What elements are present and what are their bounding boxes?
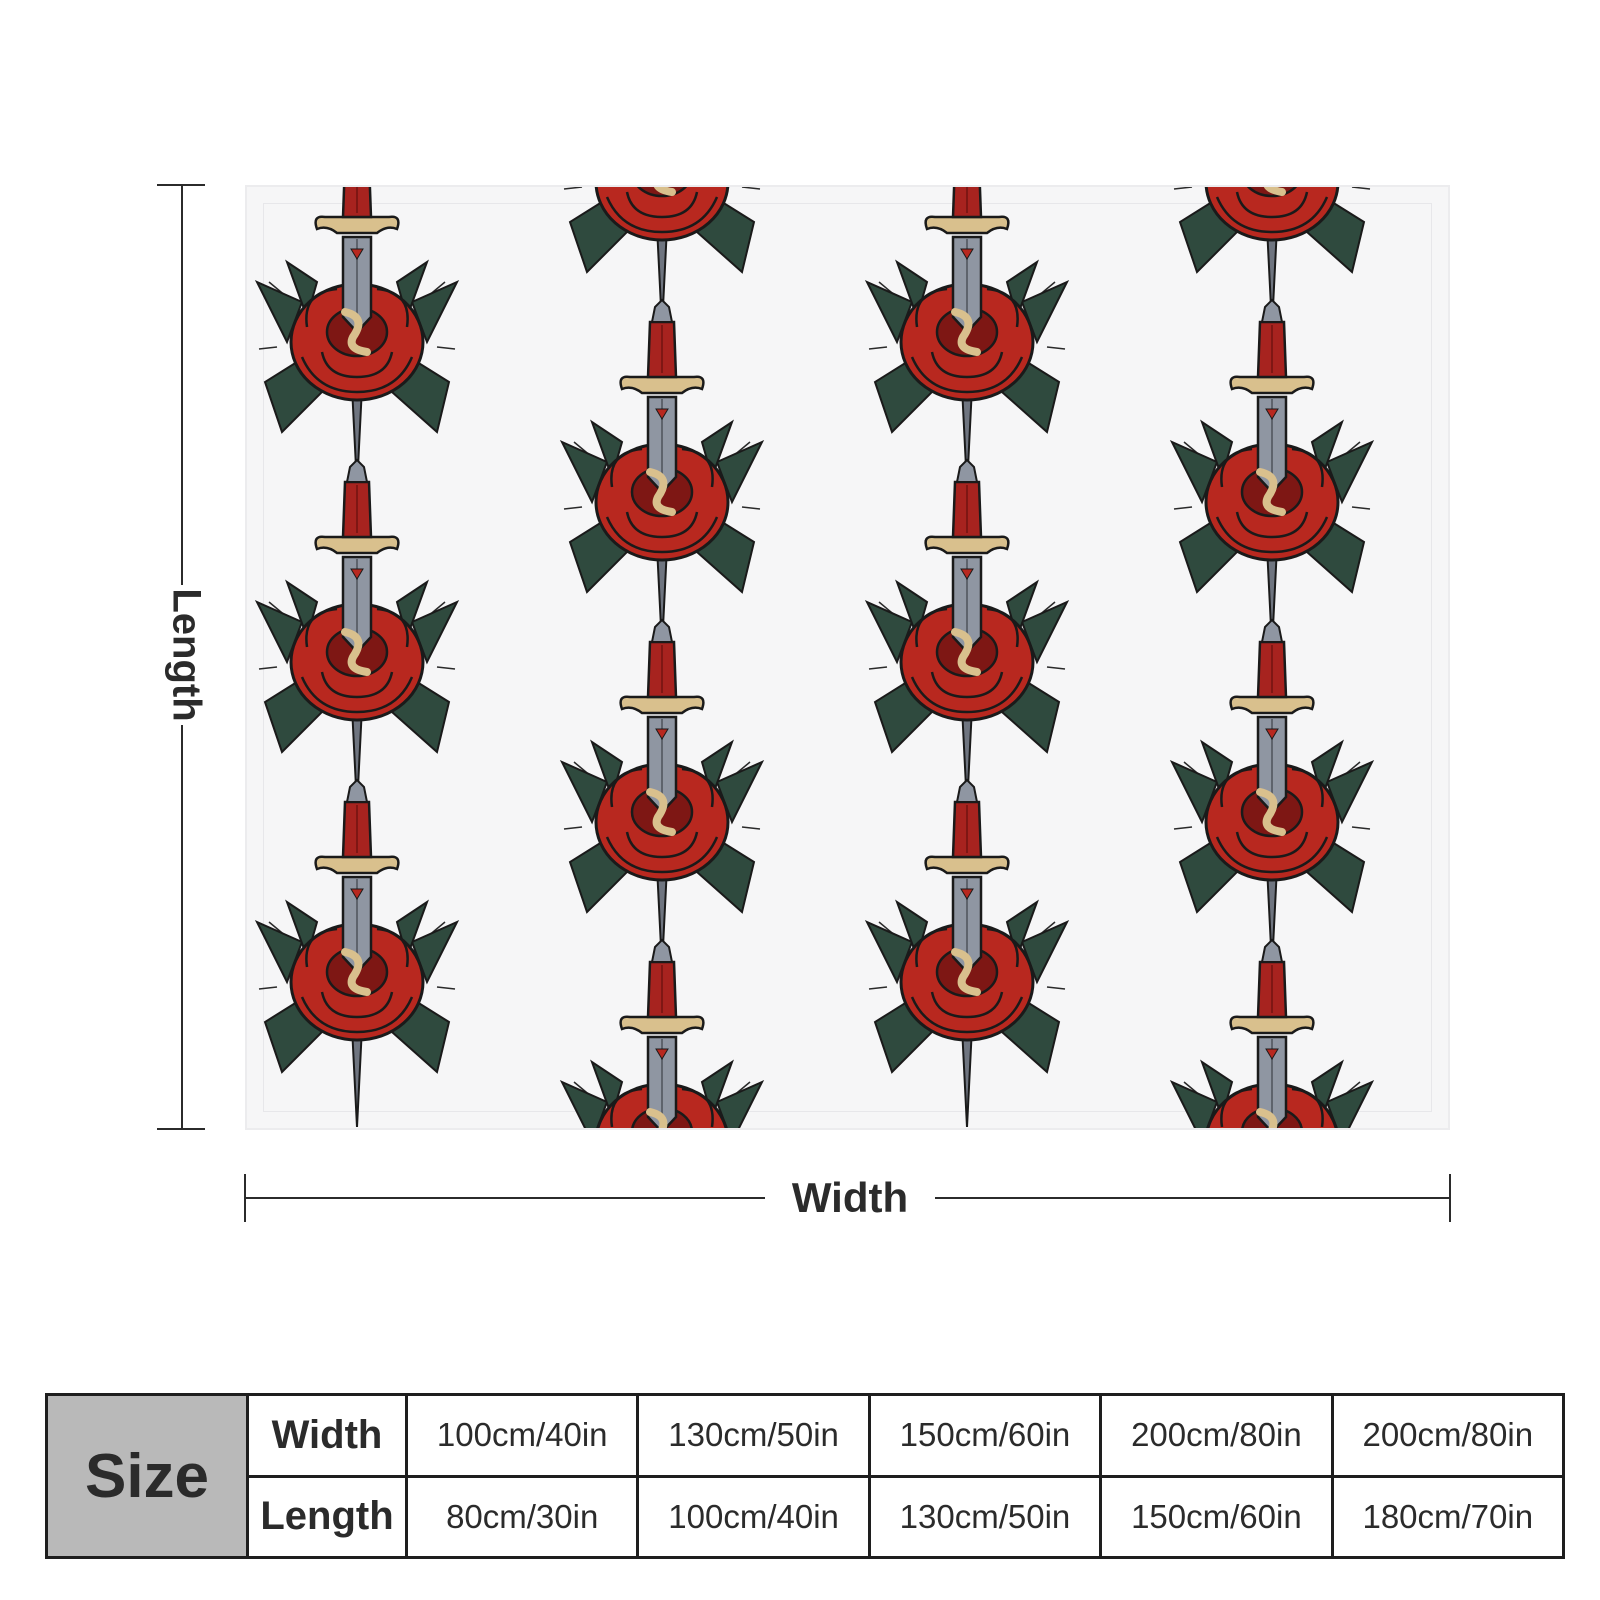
- length-cell: 130cm/50in: [867, 1474, 1103, 1559]
- width-line-right: [935, 1197, 1450, 1199]
- size-table-width-row: Size Width 100cm/40in 130cm/50in 150cm/6…: [45, 1393, 1566, 1559]
- length-label: Length: [164, 588, 209, 722]
- width-cell: 130cm/50in: [636, 1393, 871, 1478]
- width-cap-right: [1449, 1174, 1451, 1222]
- width-label: Width: [791, 1174, 909, 1221]
- size-table: Size Width 100cm/40in 130cm/50in 150cm/6…: [45, 1393, 1566, 1559]
- pattern-column-2: [562, 187, 762, 1130]
- length-cell: 150cm/60in: [1099, 1474, 1334, 1559]
- pattern-canvas: [247, 187, 1450, 1130]
- pattern-column-3: [867, 187, 1067, 1127]
- width-cell: 200cm/80in: [1099, 1393, 1334, 1478]
- length-line-bottom: [181, 725, 183, 1130]
- blanket-hem: [263, 203, 1432, 1112]
- width-line-left: [245, 1197, 765, 1199]
- length-cap-bottom: [157, 1128, 205, 1130]
- length-line-top: [181, 185, 183, 585]
- blanket-preview: [245, 185, 1450, 1130]
- length-cell: 80cm/30in: [404, 1474, 640, 1559]
- width-cell: 150cm/60in: [867, 1393, 1103, 1478]
- pattern-column-4: [1172, 187, 1372, 1130]
- size-table-length-row: Length 80cm/30in 100cm/40in 130cm/50in 1…: [47, 1474, 1566, 1559]
- width-cell: 100cm/40in: [404, 1393, 640, 1478]
- width-row-header: Width: [246, 1393, 408, 1478]
- length-cell: 180cm/70in: [1330, 1474, 1566, 1559]
- width-cell: 200cm/80in: [1330, 1393, 1566, 1478]
- pattern-column-1: [257, 187, 457, 1127]
- length-row-header: Length: [246, 1474, 408, 1559]
- length-cell: 100cm/40in: [636, 1474, 871, 1559]
- size-header-cell: Size: [45, 1393, 249, 1559]
